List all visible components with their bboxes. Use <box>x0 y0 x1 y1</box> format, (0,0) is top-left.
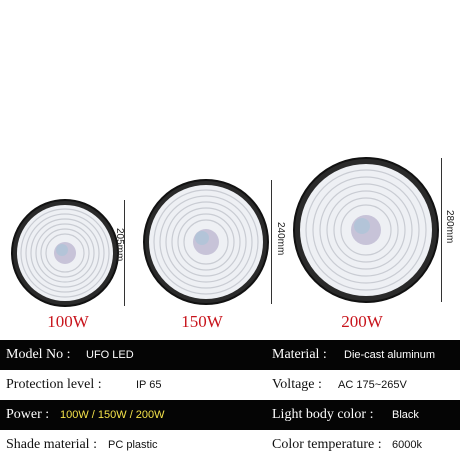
dim-line-200w <box>441 158 442 302</box>
power-label-150w: 150W <box>181 312 223 331</box>
dim-label-100w: 205mm <box>114 228 125 262</box>
spec-key: Shade material : <box>6 437 97 452</box>
spec-value: AC 175~265V <box>338 379 407 391</box>
dim-label-200w: 280mm <box>444 210 455 244</box>
dim-line-100w <box>124 200 125 306</box>
spec-key: Protection level : <box>6 377 102 392</box>
spec-row-protection: Protection level : IP 65 Voltage : AC 17… <box>0 370 460 400</box>
ufo-light-150w-image <box>143 179 269 305</box>
spec-key: Light body color : <box>272 407 374 422</box>
spec-row-model: Model No : UFO LED Material : Die-cast a… <box>0 340 460 370</box>
power-label-200w: 200W <box>341 312 383 331</box>
spec-value: Black <box>392 409 419 421</box>
spec-value: UFO LED <box>86 349 134 361</box>
spec-value: IP 65 <box>136 379 162 391</box>
spec-key: Material : <box>272 347 327 362</box>
spec-row-shade: Shade material : PC plastic Color temper… <box>0 430 460 460</box>
spec-key: Color temperature : <box>272 437 382 452</box>
product-image-area: 205mm 240mm 280mm 100W 150W 200W <box>11 157 455 331</box>
spec-value-highlight: 100W / 150W / 200W <box>60 409 165 421</box>
ufo-light-100w-image <box>11 199 119 307</box>
dim-label-150w: 240mm <box>275 222 286 256</box>
power-label-100w: 100W <box>47 312 89 331</box>
spec-key: Model No : <box>6 347 71 362</box>
ufo-light-200w-image <box>293 157 439 303</box>
dim-line-150w <box>271 180 272 304</box>
spec-value: PC plastic <box>108 439 158 451</box>
spec-value: Die-cast aluminum <box>344 349 436 361</box>
spec-value: 6000k <box>392 439 422 451</box>
spec-row-power: Power : 100W / 150W / 200W Light body co… <box>0 400 460 430</box>
spec-key: Voltage : <box>272 377 322 392</box>
spec-key: Power : <box>6 407 50 422</box>
spec-table: Model No : UFO LED Material : Die-cast a… <box>0 340 460 460</box>
